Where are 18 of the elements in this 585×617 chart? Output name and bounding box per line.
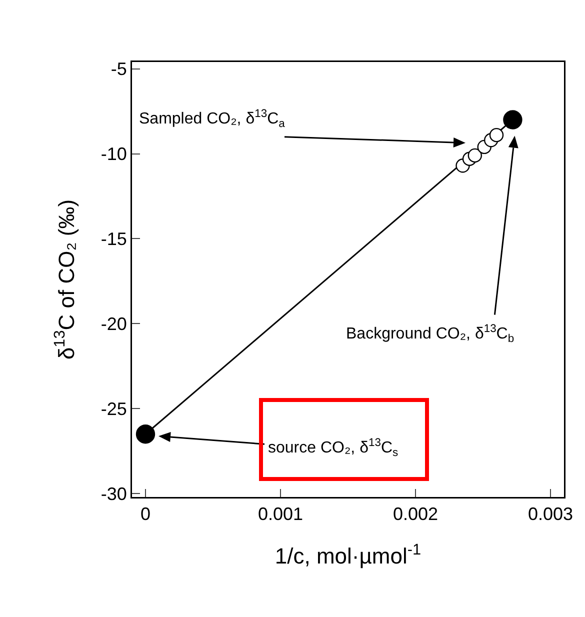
annotation: source CO₂, δ$^{13}$C$_{s}$: [268, 437, 398, 460]
point: [503, 110, 522, 130]
x-tick-label: 0: [140, 504, 151, 524]
point: [136, 424, 156, 444]
x-axis-title: 1/c, mol·µmol$^{-1}$: [274, 542, 422, 569]
y-tick-label: -30: [100, 484, 127, 504]
y-tick-label: -5: [110, 59, 127, 80]
y-tick-label: -20: [100, 314, 127, 334]
y-tick-label: -15: [100, 229, 127, 250]
y-tick-label: -10: [100, 144, 127, 164]
x-tick-label: 0.003: [528, 504, 574, 524]
x-tick-label: 0.001: [258, 504, 304, 524]
annotation: Background CO₂, δ$^{13}$C$_{b}$: [346, 323, 514, 346]
y-tick-label: -25: [100, 398, 127, 419]
point: [489, 128, 504, 142]
point: [468, 148, 482, 163]
annotation: Sampled CO₂, δ$^{13}$C$_{a}$: [139, 108, 286, 130]
x-tick-label: 0.002: [392, 504, 438, 524]
